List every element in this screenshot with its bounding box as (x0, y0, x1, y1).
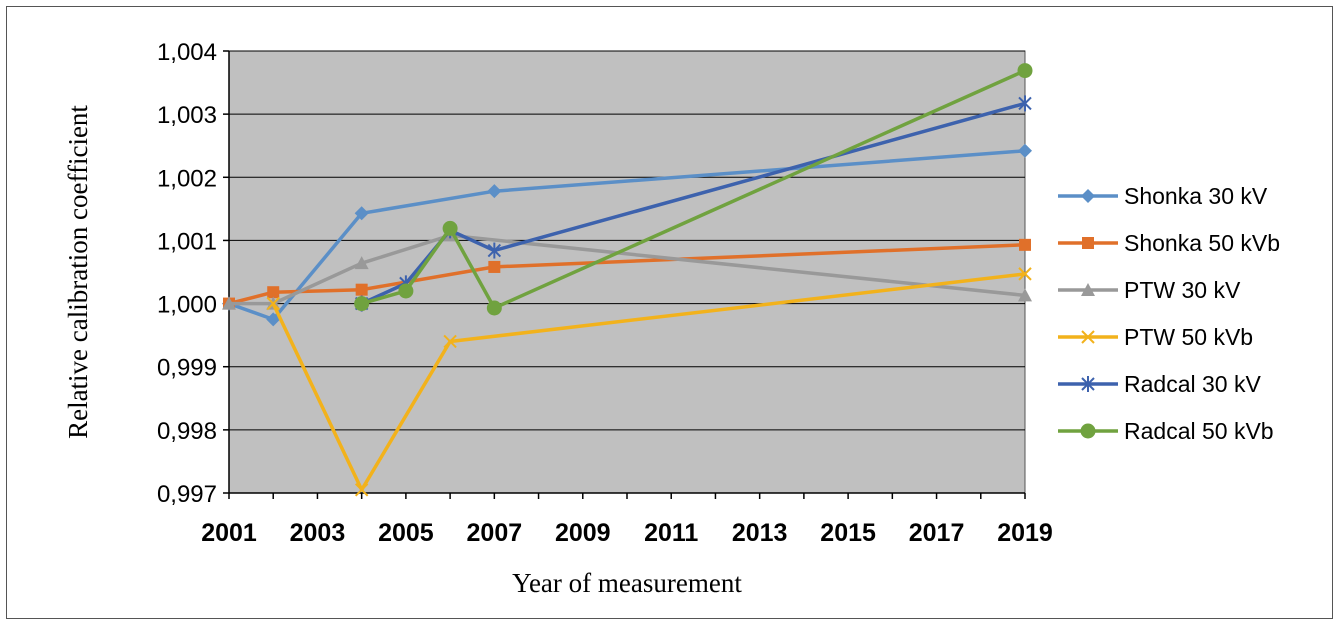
x-tick-label: 2017 (909, 519, 965, 547)
y-tick-label: 0,997 (157, 481, 217, 508)
x-tick-label: 2007 (467, 519, 523, 547)
data-point (354, 483, 369, 497)
data-point (1018, 143, 1032, 158)
x-axis-title: Year of measurement (512, 568, 742, 598)
legend-marker (1082, 237, 1094, 249)
data-point (354, 256, 369, 270)
y-tick-labels: 0,997 0,998 0,999 1,000 1,001 1,002 1,003 1,004 (157, 39, 217, 508)
legend-label: Shonka 30 kV (1124, 183, 1268, 209)
x-tick-label: 2019 (997, 519, 1053, 547)
data-point (487, 184, 502, 199)
y-tick-label: 1,000 (157, 292, 217, 319)
data-point (354, 296, 370, 312)
data-point (487, 242, 502, 259)
legend-marker (1081, 376, 1095, 392)
data-point (355, 283, 368, 296)
data-point (222, 296, 236, 310)
legend-item: Radcal 50 kVb (1058, 418, 1274, 444)
series-3 (266, 267, 1032, 497)
x-tick-label: 2001 (201, 519, 257, 547)
legend-item: Shonka 50 kVb (1058, 230, 1280, 256)
legend-label: PTW 50 kVb (1124, 324, 1253, 350)
x-tick-label: 2011 (644, 519, 698, 547)
axes (223, 50, 1026, 499)
legend-marker (1080, 423, 1096, 439)
x-tick-label: 2009 (555, 519, 611, 547)
data-point (266, 296, 280, 311)
legend: Shonka 30 kV Shonka 50 kVb PTW 30 kV PTW 50… (1058, 183, 1280, 444)
data-point (1017, 63, 1033, 79)
data-point (267, 286, 280, 299)
y-tick-label: 1,001 (157, 228, 217, 255)
plot-area (228, 50, 1026, 494)
data-point (486, 300, 502, 316)
x-tick-label: 2005 (378, 519, 434, 547)
y-tick-label: 1,004 (157, 39, 217, 66)
x-tick-label: 2003 (290, 519, 346, 547)
x-tick-label: 2015 (820, 519, 876, 547)
legend-item: Shonka 30 kV (1058, 183, 1268, 209)
data-point (354, 206, 369, 221)
legend-marker (1081, 330, 1095, 344)
y-tick-label: 0,998 (157, 418, 217, 445)
series-5 (354, 63, 1033, 316)
legend-label: Shonka 50 kVb (1124, 230, 1280, 256)
legend-item: Radcal 30 kV (1058, 371, 1261, 397)
legend-label: Radcal 50 kVb (1124, 418, 1274, 444)
series-lines (222, 63, 1033, 497)
y-axis-title: Relative calibration coefficient (63, 105, 93, 439)
data-point (1019, 238, 1031, 251)
data-point (442, 220, 458, 236)
x-tick-labels: 2001 2003 2005 2007 2009 2011 2013 2015 2017 2019 (201, 519, 1053, 547)
legend-item: PTW 30 kV (1058, 277, 1241, 303)
data-point (1018, 267, 1032, 281)
data-point (488, 260, 501, 273)
series-0 (222, 143, 1032, 327)
data-point (266, 312, 281, 327)
data-point (1018, 288, 1032, 302)
data-point (1018, 95, 1032, 112)
x-tick-label: 2013 (732, 519, 788, 547)
legend-label: PTW 30 kV (1124, 277, 1241, 303)
y-tick-label: 0,999 (157, 355, 217, 382)
data-point (398, 283, 414, 299)
data-point (443, 334, 457, 349)
series-line (271, 272, 1026, 492)
y-tick-label: 1,003 (157, 102, 217, 129)
y-tick-label: 1,002 (157, 165, 217, 192)
legend-label: Radcal 30 kV (1124, 371, 1261, 397)
legend-marker (1081, 189, 1095, 203)
legend-item: PTW 50 kVb (1058, 324, 1253, 350)
legend-marker (1081, 283, 1095, 296)
